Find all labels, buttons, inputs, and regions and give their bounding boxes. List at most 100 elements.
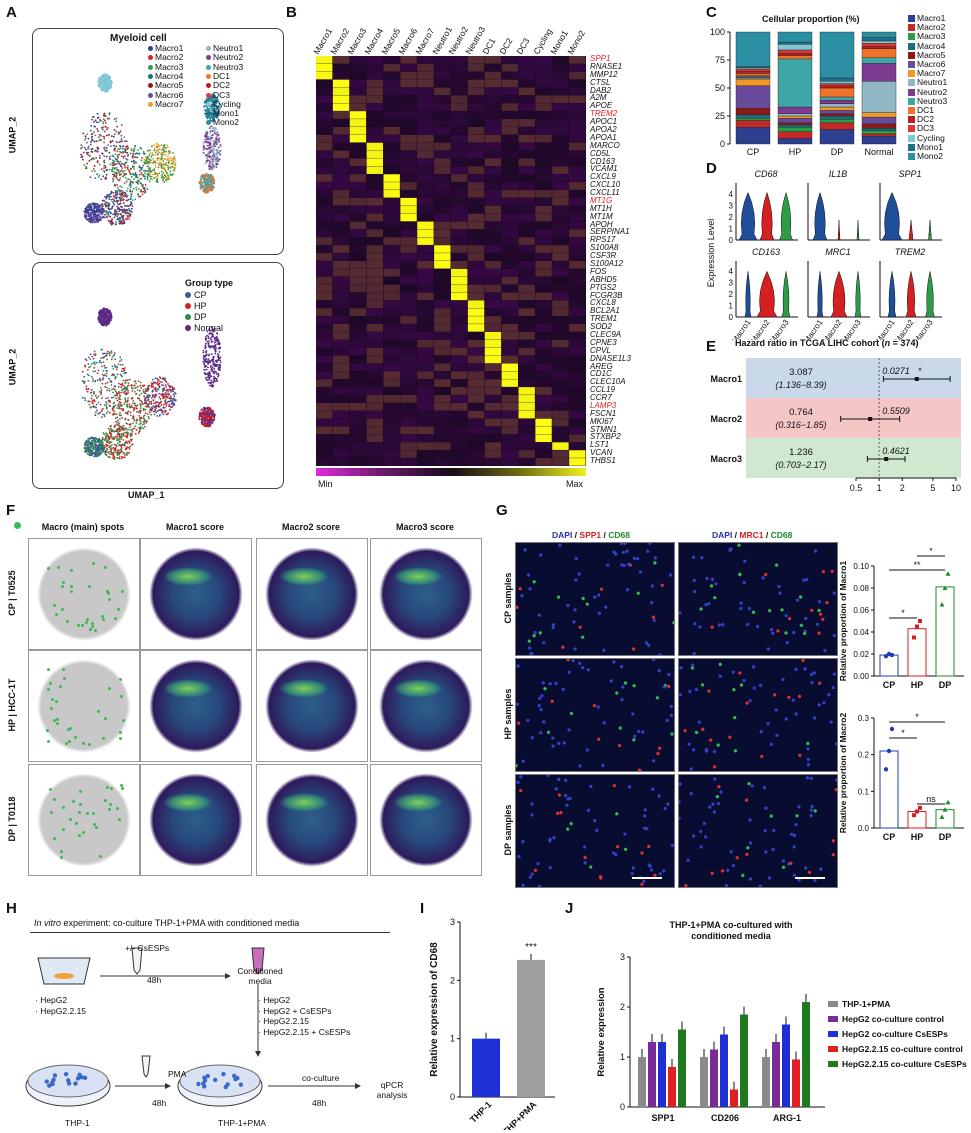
heatmap-cell — [484, 166, 502, 174]
umap-point — [108, 312, 111, 315]
heatmap-cell — [332, 253, 350, 261]
heatmap-cell — [383, 95, 400, 104]
umap-point — [108, 151, 111, 154]
heatmap-cell — [451, 166, 468, 174]
heatmap-cell — [316, 166, 333, 174]
umap-point — [103, 415, 106, 418]
heatmap-cell — [467, 174, 485, 182]
umap-point — [209, 165, 212, 168]
umap-point — [98, 361, 101, 364]
umap-point — [105, 386, 108, 389]
umap-point — [151, 178, 154, 181]
umap-point — [140, 171, 143, 174]
umap-point — [101, 320, 103, 323]
heatmap-cell — [535, 119, 552, 127]
umap-point — [97, 81, 100, 83]
umap-point — [141, 423, 144, 426]
heatmap-cell — [501, 284, 518, 293]
heatmap-cell — [552, 245, 569, 253]
heatmap-cell — [366, 126, 383, 135]
umap-point — [206, 180, 209, 182]
umap-point — [205, 378, 208, 381]
umap-point — [91, 439, 94, 442]
umap-point — [107, 455, 110, 458]
umap-point — [205, 358, 208, 360]
umap-point — [118, 360, 121, 363]
umap-point — [96, 161, 99, 164]
heatmap-cell — [484, 261, 502, 269]
umap-point — [136, 156, 139, 159]
umap-point — [124, 166, 127, 169]
umap-point — [140, 189, 143, 191]
umap-point — [131, 156, 134, 159]
umap-point — [100, 87, 103, 90]
heatmap-cell — [552, 276, 569, 285]
umap-point — [104, 146, 106, 149]
umap-point — [116, 212, 118, 215]
umap-point — [124, 431, 126, 434]
umap-point — [166, 146, 169, 149]
umap-point — [202, 148, 205, 151]
umap-point — [213, 99, 216, 102]
umap-point — [126, 212, 129, 214]
heatmap-cell — [484, 174, 502, 182]
heatmap-cell — [467, 205, 485, 214]
umap-point — [169, 395, 172, 398]
umap-point — [85, 165, 87, 168]
umap-point — [82, 151, 85, 154]
umap-point — [214, 140, 217, 142]
umap-point — [117, 213, 120, 216]
heatmap-cell — [518, 197, 535, 206]
legend-item: Macro3 — [148, 62, 183, 72]
umap-point — [121, 416, 124, 419]
umap-point — [213, 113, 216, 116]
heatmap-cell — [400, 284, 417, 293]
umap-point — [88, 442, 91, 445]
umap-point — [101, 209, 104, 212]
umap-point — [125, 157, 128, 160]
umap-point — [116, 154, 119, 156]
heatmap-cell — [417, 71, 434, 80]
umap-point — [212, 330, 214, 333]
umap-point — [123, 367, 126, 369]
heatmap-cell — [417, 166, 434, 174]
umap-point — [82, 132, 85, 135]
umap-point — [105, 147, 108, 149]
umap-point — [165, 403, 168, 405]
heatmap-cell — [518, 111, 535, 119]
umap-point — [139, 384, 141, 387]
umap-point — [169, 174, 172, 176]
umap-point — [167, 384, 170, 387]
umap-point — [162, 163, 165, 166]
umap-point — [121, 389, 123, 392]
heatmap-cell — [383, 261, 400, 269]
umap-point — [208, 154, 210, 156]
umap-point — [115, 423, 118, 426]
umap-point — [127, 198, 130, 201]
umap-point — [112, 198, 114, 200]
umap-point — [100, 311, 103, 314]
umap-point — [210, 105, 213, 108]
umap-point — [162, 171, 165, 174]
legend-label: Neutro1 — [213, 43, 244, 53]
umap-point — [154, 388, 157, 391]
umap-point — [209, 346, 212, 349]
umap-point — [94, 209, 96, 212]
heatmap-cell — [366, 119, 383, 127]
umap-point — [213, 371, 215, 374]
umap-point — [99, 213, 101, 215]
legend-item: Mono2 — [206, 118, 239, 127]
legend-swatch — [185, 292, 191, 298]
umap-point — [128, 451, 130, 454]
heatmap-cell — [383, 56, 400, 64]
umap-point — [154, 402, 157, 404]
umap-point — [121, 382, 124, 385]
umap-point — [101, 203, 103, 205]
umap-point — [115, 166, 118, 169]
umap-point — [198, 414, 201, 417]
umap-point — [118, 432, 121, 435]
umap-point — [97, 203, 100, 206]
umap-point — [93, 353, 96, 356]
umap-point — [129, 198, 132, 201]
umap-point — [169, 170, 172, 173]
